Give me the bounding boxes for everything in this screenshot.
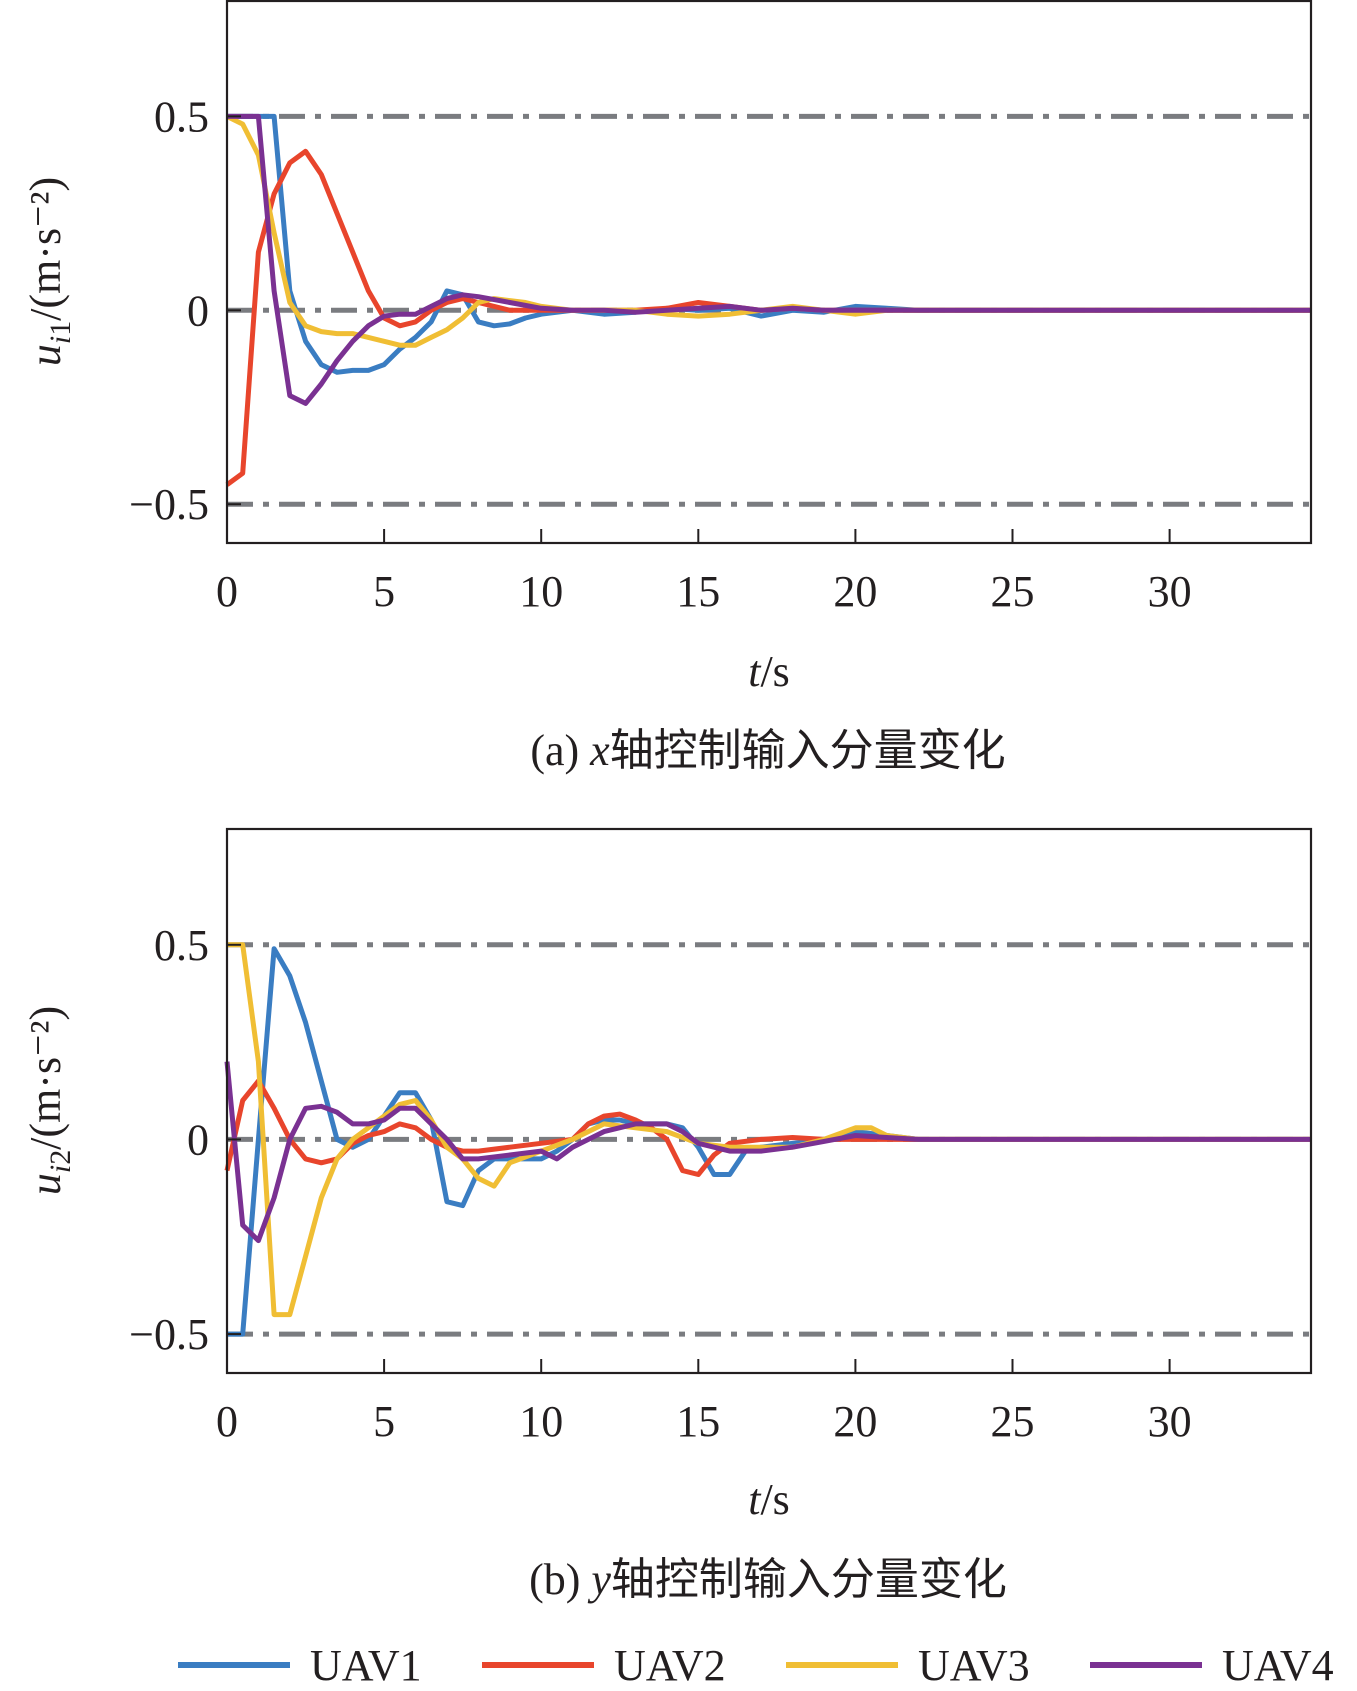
- y-tick-label: 0: [187, 286, 209, 335]
- y-tick-label: −0.5: [129, 480, 209, 529]
- legend-label-uav2: UAV2: [614, 1641, 726, 1690]
- x-tick-label: 5: [373, 1397, 395, 1446]
- x-tick-label: 0: [216, 1397, 238, 1446]
- legend-label-uav3: UAV3: [918, 1641, 1030, 1690]
- x-axis-title: t/s: [748, 647, 790, 696]
- series-line-uav2: [225, 148, 1311, 487]
- x-tick-label: 30: [1148, 1397, 1192, 1446]
- x-tick-label: 30: [1148, 567, 1192, 616]
- panel-caption: (a) x轴控制输入分量变化: [530, 726, 1005, 775]
- x-tick-label: 20: [833, 1397, 877, 1446]
- y-tick-label: −0.5: [129, 1310, 209, 1359]
- plot-frame: [225, 827, 1313, 1375]
- x-tick-label: 5: [373, 567, 395, 616]
- x-tick-label: 25: [991, 567, 1035, 616]
- legend-label-uav1: UAV1: [310, 1641, 422, 1690]
- x-tick-label: 10: [519, 567, 563, 616]
- y-tick-label: 0: [187, 1115, 209, 1164]
- series-line-uav4: [227, 113, 1311, 406]
- y-axis-title: ui2/(m·s⁻²): [21, 1006, 77, 1195]
- y-tick-label: 0.5: [154, 921, 209, 970]
- series-line-uav2: [224, 1078, 1311, 1177]
- y-axis-title: ui1/(m·s⁻²): [21, 177, 77, 366]
- x-tick-label: 0: [216, 567, 238, 616]
- series-line-uav4: [224, 1061, 1311, 1244]
- legend-label-uav4: UAV4: [1222, 1641, 1334, 1690]
- x-tick-label: 15: [676, 567, 720, 616]
- x-tick-label: 25: [991, 1397, 1035, 1446]
- x-tick-label: 20: [833, 567, 877, 616]
- y-tick-label: 0.5: [154, 92, 209, 141]
- series-line-uav1: [227, 113, 1311, 375]
- x-tick-label: 15: [676, 1397, 720, 1446]
- x-tick-label: 10: [519, 1397, 563, 1446]
- plot-frame: [225, 0, 1313, 545]
- legend: UAV1 UAV2 UAV3 UAV4: [178, 1641, 1334, 1690]
- x-axis-title: t/s: [748, 1475, 790, 1524]
- panel-caption: (b) y轴控制输入分量变化: [529, 1555, 1007, 1604]
